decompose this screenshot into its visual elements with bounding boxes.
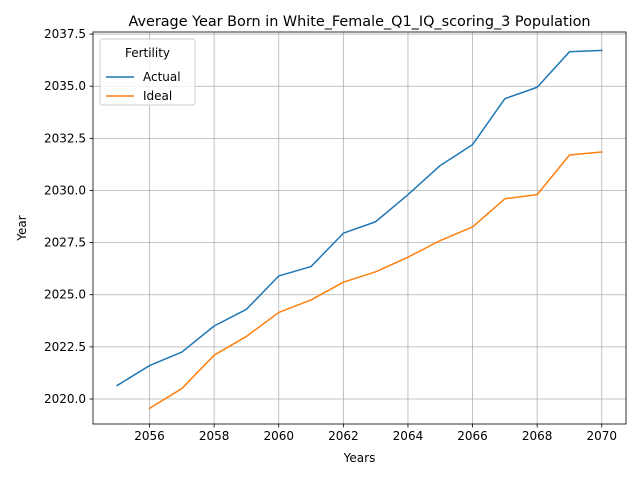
grid [93,32,626,424]
y-tick-label: 2035.0 [44,79,86,93]
x-tick-label: 2062 [328,429,359,443]
y-tick-label: 2022.5 [44,340,86,354]
x-tick-label: 2060 [263,429,294,443]
y-tick-label: 2037.5 [44,27,86,41]
x-tick-label: 2070 [586,429,617,443]
y-tick-label: 2020.0 [44,392,86,406]
x-tick-label: 2068 [522,429,553,443]
series-line-ideal [148,151,603,410]
plot-frame [92,31,627,425]
legend-label-actual: Actual [143,70,181,84]
x-tick-label: 2058 [199,429,230,443]
y-tick-label: 2025.0 [44,288,86,302]
series-line-actual [116,49,603,387]
y-tick-label: 2027.5 [44,236,86,250]
legend-title: Fertility [125,46,170,60]
series-lines [116,49,603,410]
legend-label-ideal: Ideal [143,89,172,103]
legend: Fertility Actual Ideal [99,38,196,106]
x-tick-label: 2056 [134,429,165,443]
chart-title: Average Year Born in White_Female_Q1_IQ_… [128,14,590,30]
y-tick-label: 2032.5 [44,131,86,145]
legend-box [99,38,196,106]
x-tick-label: 2066 [457,429,488,443]
y-tick-label: 2030.0 [44,183,86,197]
x-axis-label: Years [343,451,376,465]
x-tick-label: 2064 [393,429,424,443]
axis-ticks: 2056 2058 2060 2062 2064 2066 2068 2070 2020.0 20… [44,27,617,443]
y-axis-label: Year [15,215,29,241]
